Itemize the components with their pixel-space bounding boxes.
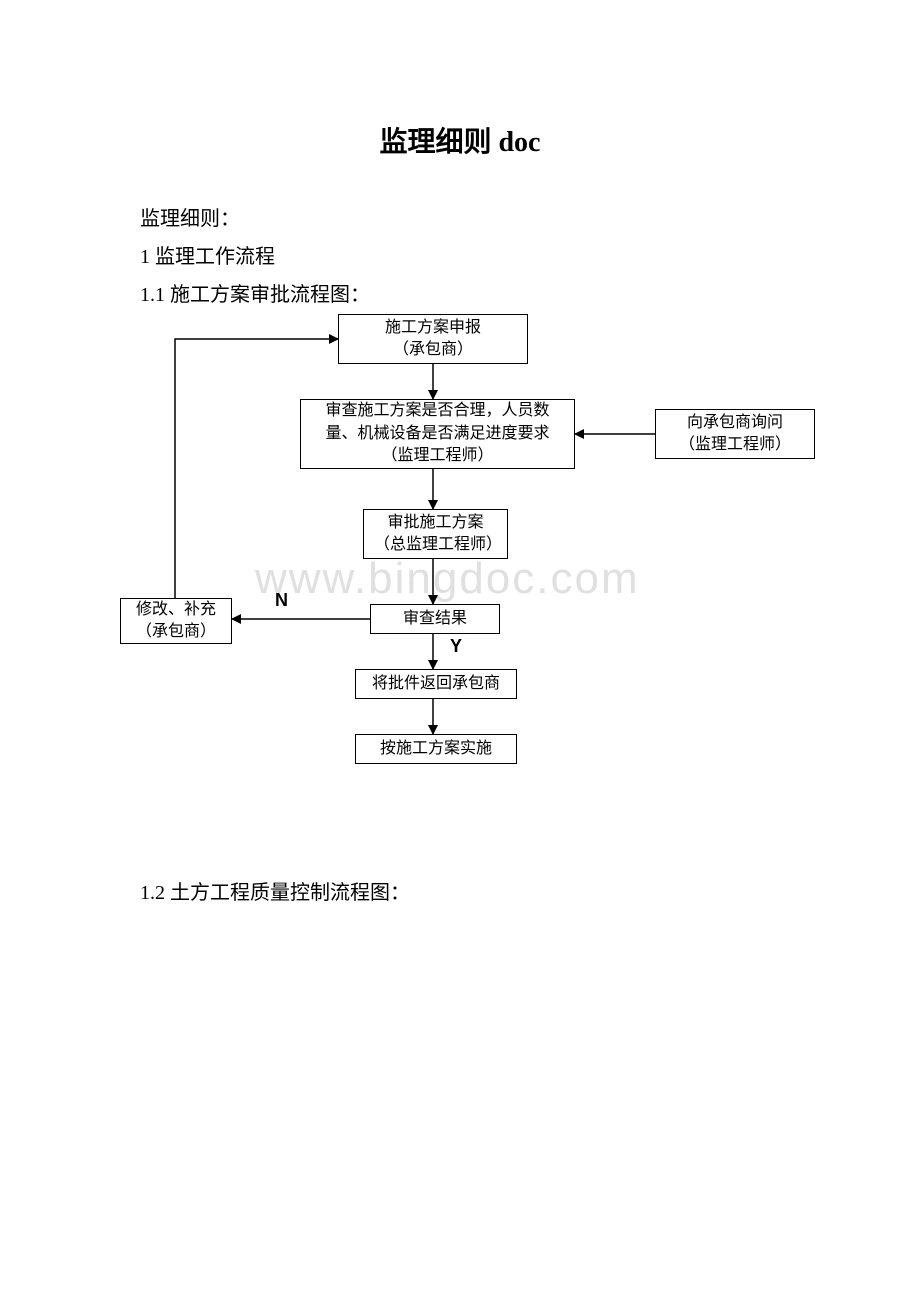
node-line: 审查施工方案是否合理，人员数 — [325, 400, 549, 422]
node-line: 量、机械设备是否满足进度要求 — [325, 423, 549, 445]
node-submit: 施工方案申报 （承包商） — [338, 314, 528, 364]
edge-label-y: Y — [450, 636, 462, 657]
node-line: 向承包商询问 — [687, 412, 783, 434]
node-line: 将批件返回承包商 — [372, 673, 500, 695]
node-approve: 审批施工方案 （总监理工程师） — [363, 509, 508, 559]
node-result: 审查结果 — [370, 604, 500, 634]
node-line: 按施工方案实施 — [380, 738, 492, 760]
node-return: 将批件返回承包商 — [355, 669, 517, 699]
node-line: （总监理工程师） — [374, 534, 497, 556]
section-1: 1 监理工作流程 — [140, 238, 780, 276]
node-line: 审查结果 — [403, 608, 467, 630]
node-line: （承包商） — [393, 339, 473, 361]
section-1-2: 1.2 土方工程质量控制流程图： — [140, 874, 780, 912]
flowchart-edges — [120, 314, 820, 844]
node-line: （监理工程师） — [679, 434, 791, 456]
node-line: （承包商） — [136, 621, 216, 643]
section-1-1: 1.1 施工方案审批流程图： — [140, 276, 780, 314]
node-line: 修改、补充 — [136, 599, 216, 621]
node-line: 施工方案申报 — [385, 317, 481, 339]
node-line: 审批施工方案 — [387, 512, 483, 534]
node-line: （监理工程师） — [381, 445, 493, 467]
flowchart: www.bingdoc.com 施工方案申报 （承包商） 审查施工方案是否合理，… — [120, 314, 820, 844]
node-review: 审查施工方案是否合理，人员数 量、机械设备是否满足进度要求 （监理工程师） — [300, 399, 575, 469]
doc-title: 监理细则 doc — [140, 120, 780, 160]
intro-text: 监理细则： — [140, 200, 780, 238]
node-inquire: 向承包商询问 （监理工程师） — [655, 409, 815, 459]
watermark-text: www.bingdoc.com — [255, 554, 640, 604]
node-revise: 修改、补充 （承包商） — [120, 598, 232, 644]
edge-label-n: N — [275, 590, 288, 611]
node-implement: 按施工方案实施 — [355, 734, 517, 764]
